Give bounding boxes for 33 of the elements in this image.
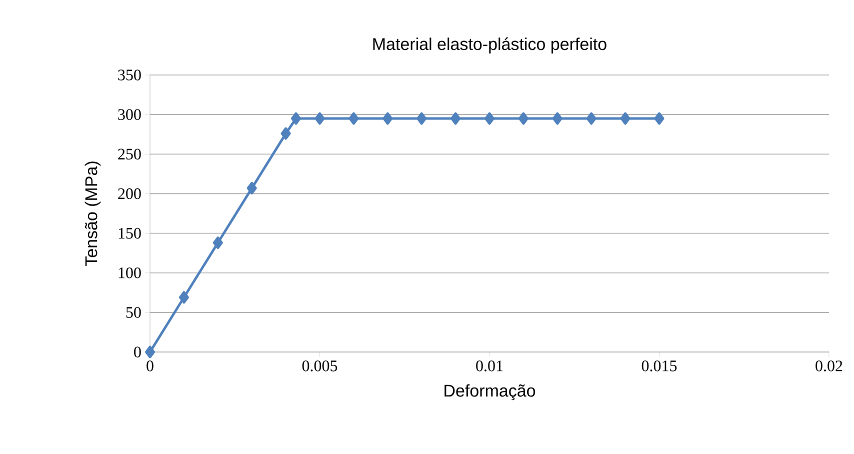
- point: [314, 112, 325, 125]
- y-tick-label: 150: [118, 228, 141, 239]
- point: [450, 112, 461, 125]
- y-tick-label: 50: [126, 307, 141, 318]
- x-tick-label: 0: [146, 360, 154, 372]
- x-tick-label: 0.01: [476, 360, 503, 372]
- point: [212, 236, 223, 250]
- point: [348, 112, 359, 125]
- point: [145, 346, 156, 358]
- point: [586, 112, 596, 125]
- point: [246, 182, 257, 194]
- point: [620, 112, 630, 125]
- point: [178, 291, 189, 304]
- x-tick-label: 0.005: [302, 360, 338, 372]
- y-tick-label: 300: [118, 109, 141, 120]
- point: [552, 112, 562, 125]
- point: [654, 112, 664, 125]
- y-axis-title: Tensão (MPa): [84, 162, 101, 266]
- y-tick-label: 0: [134, 346, 141, 358]
- point: [484, 112, 494, 125]
- y-tick-label: 200: [118, 188, 141, 200]
- point: [290, 112, 301, 125]
- point: [280, 127, 291, 140]
- chart-title: Material elasto-plástico perfeito: [373, 37, 606, 54]
- x-tick-label: 0.015: [642, 360, 677, 372]
- point: [518, 112, 528, 125]
- x-axis-title: Deformação: [444, 384, 536, 400]
- y-tick-label: 350: [118, 70, 141, 80]
- x-tick-label: 0.02: [816, 360, 842, 372]
- y-tick-label: 250: [118, 148, 141, 160]
- point: [382, 112, 393, 125]
- y-tick-label: 100: [118, 267, 141, 278]
- point: [416, 112, 427, 125]
